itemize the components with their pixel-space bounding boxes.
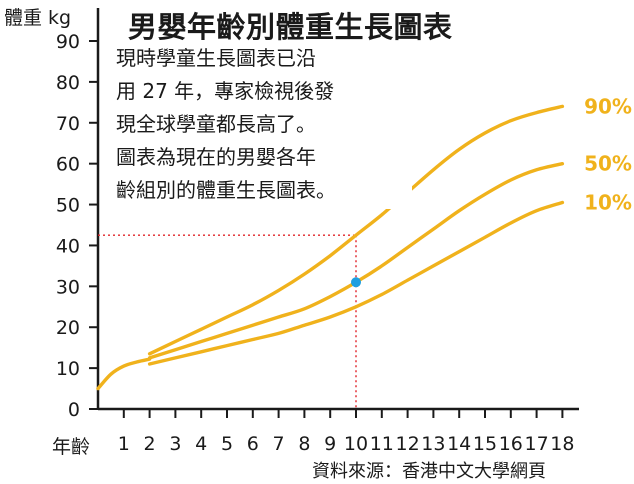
y-tick-label: 20 — [56, 317, 80, 339]
annotation-line: 現全球學童都長高了。 — [116, 112, 316, 136]
annotation-line: 圖表為現在的男嬰各年 — [116, 145, 316, 169]
y-tick-label: 10 — [56, 358, 80, 380]
x-tick-label: 3 — [169, 433, 181, 455]
x-tick-label: 6 — [247, 433, 259, 455]
x-axis-label: 年齡 — [52, 436, 91, 458]
x-tick-label: 5 — [221, 433, 233, 455]
x-tick-label: 7 — [273, 433, 285, 455]
y-tick-label: 80 — [56, 72, 80, 94]
y-tick-label: 90 — [56, 31, 80, 53]
x-tick-label: 1 — [118, 433, 130, 455]
x-tick-label: 14 — [447, 433, 471, 455]
infant-curve-line — [96, 357, 152, 391]
highlight-point — [351, 277, 361, 288]
y-tick-label: 0 — [68, 399, 80, 421]
x-tick-label: 16 — [499, 433, 523, 455]
x-tick-label: 9 — [324, 433, 336, 455]
annotation-line: 用 27 年，專家檢視後發 — [116, 79, 335, 103]
y-tick-label: 40 — [56, 235, 80, 257]
y-tick-label: 50 — [56, 195, 80, 217]
x-tick-label: 18 — [550, 433, 574, 455]
x-tick-label: 11 — [370, 433, 394, 455]
x-tick-label: 12 — [396, 433, 420, 455]
series-label: 10% — [584, 191, 632, 215]
x-tick-label: 10 — [344, 433, 368, 455]
x-tick-label: 17 — [525, 433, 549, 455]
x-tick-label: 4 — [195, 433, 207, 455]
annotation-line: 現時學童生長圖表已沿 — [116, 46, 316, 70]
x-tick-label: 13 — [421, 433, 445, 455]
source-credit: 資料來源：香港中文大學網頁 — [312, 461, 546, 482]
x-tick-label: 2 — [144, 433, 156, 455]
y-axis-label: 體重 kg — [4, 7, 72, 29]
y-tick-label: 70 — [56, 113, 80, 135]
series-line-90pct — [147, 104, 565, 356]
chart-title: 男嬰年齡別體重生長圖表 — [128, 10, 453, 44]
x-tick-label: 8 — [298, 433, 310, 455]
y-tick-label: 30 — [56, 276, 80, 298]
annotation-box: 現時學童生長圖表已沿 用 27 年，專家檢視後發 現全球學童都長高了。 圖表為現… — [104, 42, 412, 209]
x-tick-label: 15 — [473, 433, 497, 455]
series-label: 90% — [584, 94, 632, 118]
series-label: 50% — [584, 152, 632, 176]
series-line-10pct — [147, 200, 565, 366]
y-tick-label: 60 — [56, 154, 80, 176]
annotation-line: 齡組別的體重生長圖表。 — [116, 178, 336, 202]
